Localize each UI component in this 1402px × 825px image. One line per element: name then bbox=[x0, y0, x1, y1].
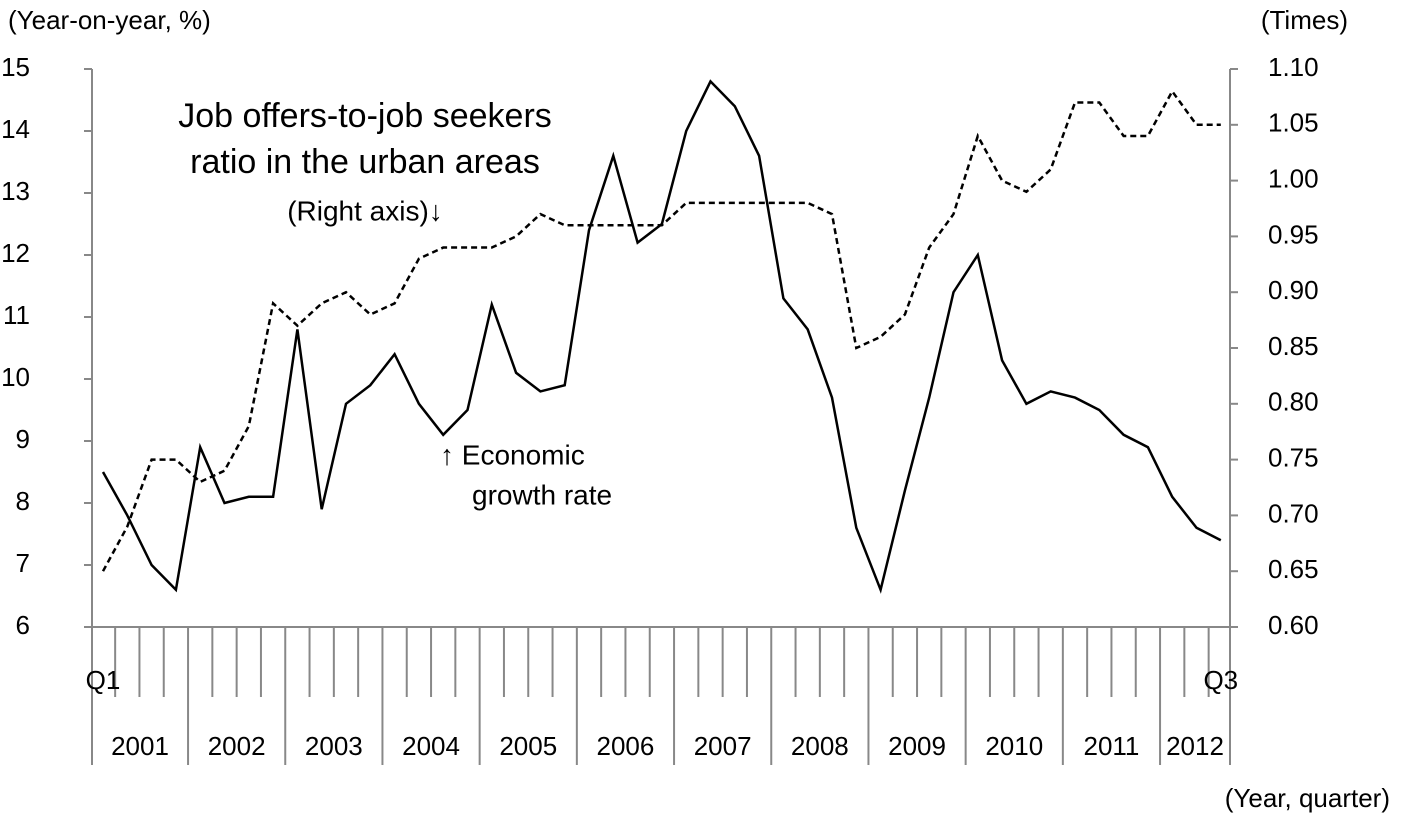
year-label: 2012 bbox=[1166, 731, 1224, 761]
y-tick-label: 13 bbox=[1, 176, 30, 206]
year-label: 2001 bbox=[111, 731, 169, 761]
annotation: ↑ Economic bbox=[440, 439, 585, 470]
annotation: ratio in the urban areas bbox=[190, 143, 540, 181]
y2-axis-label: (Times) bbox=[1261, 5, 1348, 35]
annotation: (Right axis)↓ bbox=[287, 195, 443, 226]
y2-tick-label: 0.70 bbox=[1268, 498, 1319, 528]
year-label: 2011 bbox=[1083, 731, 1139, 761]
y-tick-label: 15 bbox=[1, 52, 30, 82]
year-label: 2004 bbox=[402, 731, 460, 761]
y2-tick-label: 0.65 bbox=[1268, 554, 1319, 584]
x-axis-label: (Year, quarter) bbox=[1225, 783, 1390, 813]
y-tick-label: 7 bbox=[16, 548, 30, 578]
y2-tick-label: 0.90 bbox=[1268, 275, 1319, 305]
year-label: 2006 bbox=[597, 731, 655, 761]
y-tick-label: 9 bbox=[16, 424, 30, 454]
year-label: 2009 bbox=[888, 731, 946, 761]
annotation: growth rate bbox=[472, 479, 612, 510]
y2-tick-label: 0.75 bbox=[1268, 442, 1319, 472]
y2-tick-label: 0.85 bbox=[1268, 331, 1319, 361]
y2-tick-label: 0.60 bbox=[1268, 610, 1319, 640]
y-tick-label: 14 bbox=[1, 114, 30, 144]
y2-tick-label: 0.95 bbox=[1268, 219, 1319, 249]
y-axis-label: (Year-on-year, %) bbox=[8, 5, 211, 35]
year-label: 2002 bbox=[208, 731, 266, 761]
y-tick-label: 11 bbox=[3, 300, 30, 330]
y-tick-label: 6 bbox=[16, 610, 30, 640]
year-label: 2008 bbox=[791, 731, 849, 761]
annotation: Job offers-to-job seekers bbox=[178, 97, 552, 135]
year-label: 2010 bbox=[985, 731, 1043, 761]
year-label: 2005 bbox=[499, 731, 557, 761]
y-tick-label: 8 bbox=[16, 486, 30, 516]
line-series bbox=[101, 88, 1221, 572]
y2-tick-label: 1.00 bbox=[1268, 163, 1319, 193]
x-tick-label: Q3 bbox=[1203, 665, 1238, 695]
y-tick-label: 12 bbox=[1, 238, 30, 268]
y2-tick-label: 1.05 bbox=[1268, 108, 1319, 138]
year-label: 2003 bbox=[305, 731, 363, 761]
y2-tick-label: 1.10 bbox=[1268, 52, 1319, 82]
x-tick-label: Q1 bbox=[86, 665, 121, 695]
year-label: 2007 bbox=[694, 731, 752, 761]
y-tick-label: 10 bbox=[1, 362, 30, 392]
y2-tick-label: 0.80 bbox=[1268, 387, 1319, 417]
